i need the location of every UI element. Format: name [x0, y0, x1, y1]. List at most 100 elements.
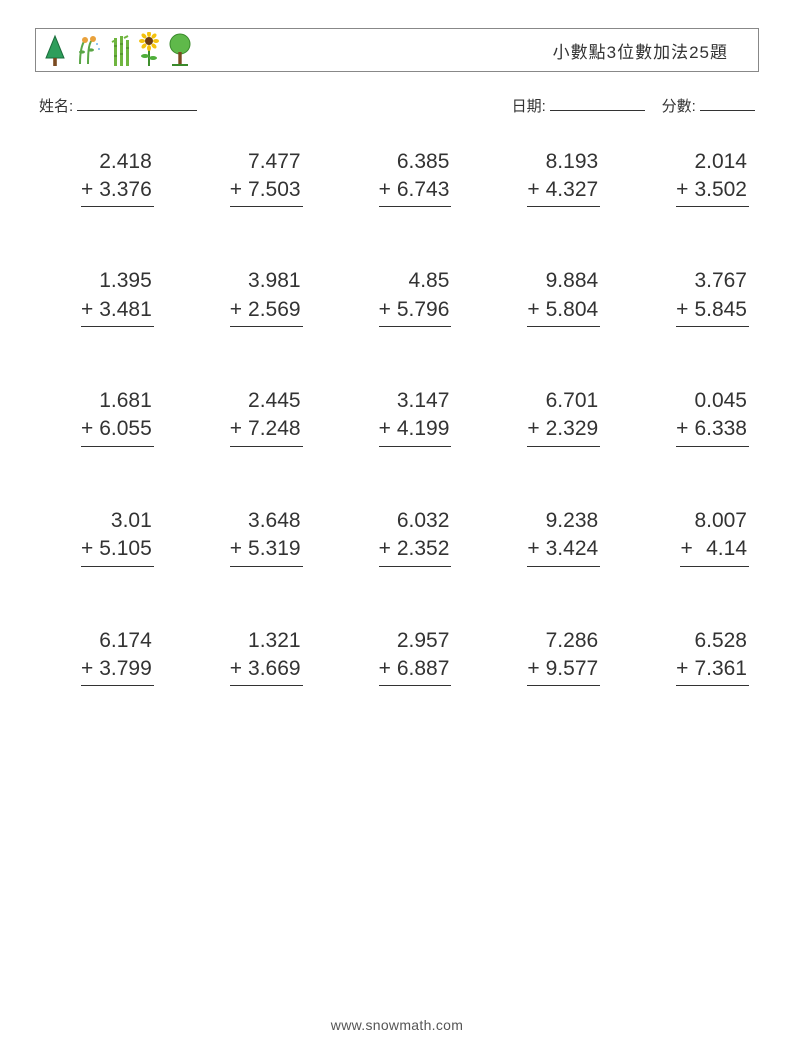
plus-sign: +: [379, 176, 397, 204]
problem: 2.957+6.887: [343, 627, 452, 687]
plus-sign: +: [81, 655, 99, 683]
addend-bottom-row: +6.055: [81, 415, 154, 446]
addend-top: 8.193: [527, 148, 600, 176]
problem: 1.321+3.669: [194, 627, 303, 687]
problem: 6.032+2.352: [343, 507, 452, 567]
problem: 6.528+7.361: [640, 627, 749, 687]
plus-sign: +: [379, 296, 397, 324]
addend-bottom-row: +7.361: [676, 655, 749, 686]
addend-bottom: 7.361: [694, 655, 747, 683]
plus-sign: +: [680, 535, 698, 563]
worksheet-title: 小數點3位數加法25題: [553, 38, 728, 63]
problem: 3.767+5.845: [640, 267, 749, 327]
score-blank[interactable]: [700, 94, 755, 111]
addend-top: 1.395: [81, 267, 154, 295]
addend-bottom: 9.577: [546, 655, 599, 683]
addend-bottom: 4.199: [397, 415, 450, 443]
problem: 3.01+5.105: [45, 507, 154, 567]
addend-bottom: 6.055: [99, 415, 152, 443]
addend-bottom: 3.424: [546, 535, 599, 563]
addend-bottom-row: +4.327: [527, 176, 600, 207]
name-field: 姓名:: [39, 94, 197, 116]
addend-bottom: 5.105: [99, 535, 152, 563]
plus-sign: +: [676, 176, 694, 204]
addend-bottom-row: +6.887: [379, 655, 452, 686]
name-blank[interactable]: [77, 94, 197, 111]
addend-bottom: 5.796: [397, 296, 450, 324]
problems-grid: 2.418+3.3767.477+7.5036.385+6.7438.193+4…: [35, 148, 759, 686]
plus-sign: +: [230, 655, 248, 683]
addend-bottom-row: +4.14: [680, 535, 749, 566]
addend-top: 3.01: [81, 507, 154, 535]
name-label: 姓名:: [39, 98, 73, 115]
addend-bottom-row: +2.329: [527, 415, 600, 446]
plus-sign: +: [230, 415, 248, 443]
score-label: 分數:: [662, 98, 696, 115]
problem: 6.385+6.743: [343, 148, 452, 208]
addend-top: 0.045: [676, 387, 749, 415]
addend-bottom: 5.319: [248, 535, 301, 563]
addend-bottom-row: +7.503: [230, 176, 303, 207]
addend-top: 3.648: [230, 507, 303, 535]
addend-bottom-row: +3.424: [527, 535, 600, 566]
addend-top: 2.418: [81, 148, 154, 176]
plus-sign: +: [527, 655, 545, 683]
addend-bottom: 7.248: [248, 415, 301, 443]
addend-bottom: 5.804: [546, 296, 599, 324]
problem: 8.007+4.14: [640, 507, 749, 567]
addend-bottom-row: +3.669: [230, 655, 303, 686]
plus-sign: +: [81, 176, 99, 204]
worksheet-header: 小數點3位數加法25題: [35, 28, 759, 72]
addend-bottom-row: +5.804: [527, 296, 600, 327]
problem: 7.286+9.577: [491, 627, 600, 687]
addend-top: 2.957: [379, 627, 452, 655]
addend-bottom: 4.327: [546, 176, 599, 204]
header-icons: [42, 32, 194, 68]
addend-bottom: 2.352: [397, 535, 450, 563]
addend-bottom-row: +9.577: [527, 655, 600, 686]
addend-bottom-row: +3.799: [81, 655, 154, 686]
addend-bottom: 6.743: [397, 176, 450, 204]
addend-top: 8.007: [680, 507, 749, 535]
addend-top: 1.681: [81, 387, 154, 415]
addend-bottom: 3.502: [694, 176, 747, 204]
problem: 2.445+7.248: [194, 387, 303, 447]
addend-bottom-row: +3.376: [81, 176, 154, 207]
meta-row: 姓名: 日期: 分數:: [35, 94, 759, 116]
addend-top: 6.174: [81, 627, 154, 655]
date-blank[interactable]: [550, 94, 645, 111]
addend-bottom-row: +5.845: [676, 296, 749, 327]
addend-bottom-row: +3.481: [81, 296, 154, 327]
addend-top: 3.147: [379, 387, 452, 415]
plus-sign: +: [230, 176, 248, 204]
addend-bottom-row: +5.105: [81, 535, 154, 566]
plus-sign: +: [230, 535, 248, 563]
bamboo-icon: [108, 34, 132, 68]
addend-bottom: 3.481: [99, 296, 152, 324]
footer-link[interactable]: www.snowmath.com: [0, 1017, 794, 1033]
addend-top: 4.85: [379, 267, 452, 295]
problem: 7.477+7.503: [194, 148, 303, 208]
plus-sign: +: [527, 296, 545, 324]
addend-bottom-row: +5.796: [379, 296, 452, 327]
sunflower-icon: [138, 32, 160, 68]
addend-top: 6.032: [379, 507, 452, 535]
plus-sign: +: [527, 176, 545, 204]
problem: 4.85+5.796: [343, 267, 452, 327]
addend-bottom: 3.669: [248, 655, 301, 683]
addend-top: 7.286: [527, 627, 600, 655]
problem: 3.981+2.569: [194, 267, 303, 327]
plus-sign: +: [81, 415, 99, 443]
addend-bottom-row: +7.248: [230, 415, 303, 446]
addend-bottom-row: +6.338: [676, 415, 749, 446]
addend-bottom: 2.569: [248, 296, 301, 324]
problem: 2.014+3.502: [640, 148, 749, 208]
addend-bottom: 7.503: [248, 176, 301, 204]
plus-sign: +: [527, 415, 545, 443]
problem: 6.701+2.329: [491, 387, 600, 447]
problem: 6.174+3.799: [45, 627, 154, 687]
addend-top: 1.321: [230, 627, 303, 655]
addend-bottom: 6.338: [694, 415, 747, 443]
addend-bottom: 6.887: [397, 655, 450, 683]
round-tree-icon: [166, 32, 194, 68]
